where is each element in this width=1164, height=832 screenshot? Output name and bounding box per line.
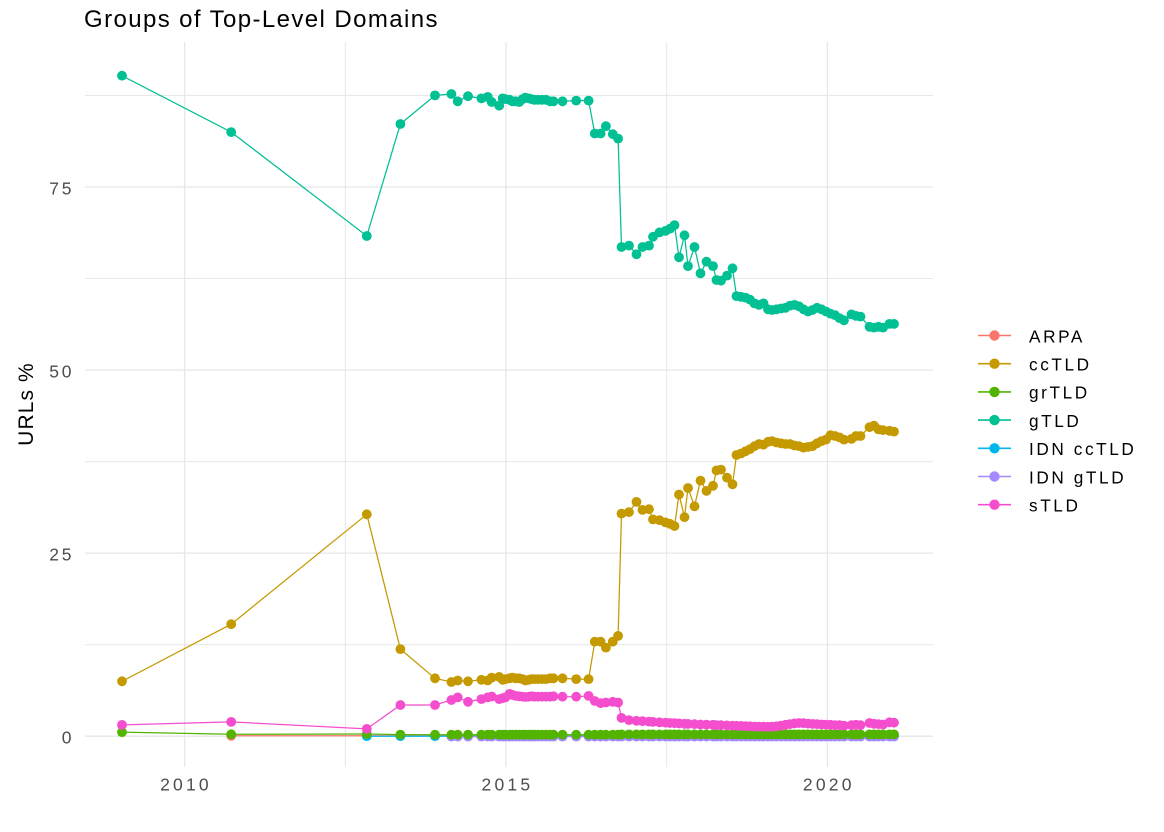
svg-text:IDN ccTLD: IDN ccTLD: [1029, 439, 1136, 459]
svg-text:ccTLD: ccTLD: [1029, 355, 1092, 375]
svg-text:75: 75: [49, 179, 74, 199]
svg-text:ARPA: ARPA: [1029, 326, 1085, 346]
svg-text:50: 50: [49, 362, 74, 382]
svg-text:2020: 2020: [803, 775, 855, 795]
svg-text:0: 0: [62, 728, 75, 748]
svg-text:grTLD: grTLD: [1029, 383, 1090, 403]
svg-text:2015: 2015: [482, 775, 534, 795]
svg-text:sTLD: sTLD: [1029, 496, 1080, 516]
svg-text:25: 25: [49, 545, 74, 565]
svg-text:gTLD: gTLD: [1029, 411, 1081, 431]
svg-text:IDN gTLD: IDN gTLD: [1029, 467, 1126, 487]
svg-text:URLs %: URLs %: [15, 362, 38, 446]
svg-text:2010: 2010: [160, 775, 212, 795]
svg-text:Groups of Top-Level Domains: Groups of Top-Level Domains: [84, 6, 439, 33]
